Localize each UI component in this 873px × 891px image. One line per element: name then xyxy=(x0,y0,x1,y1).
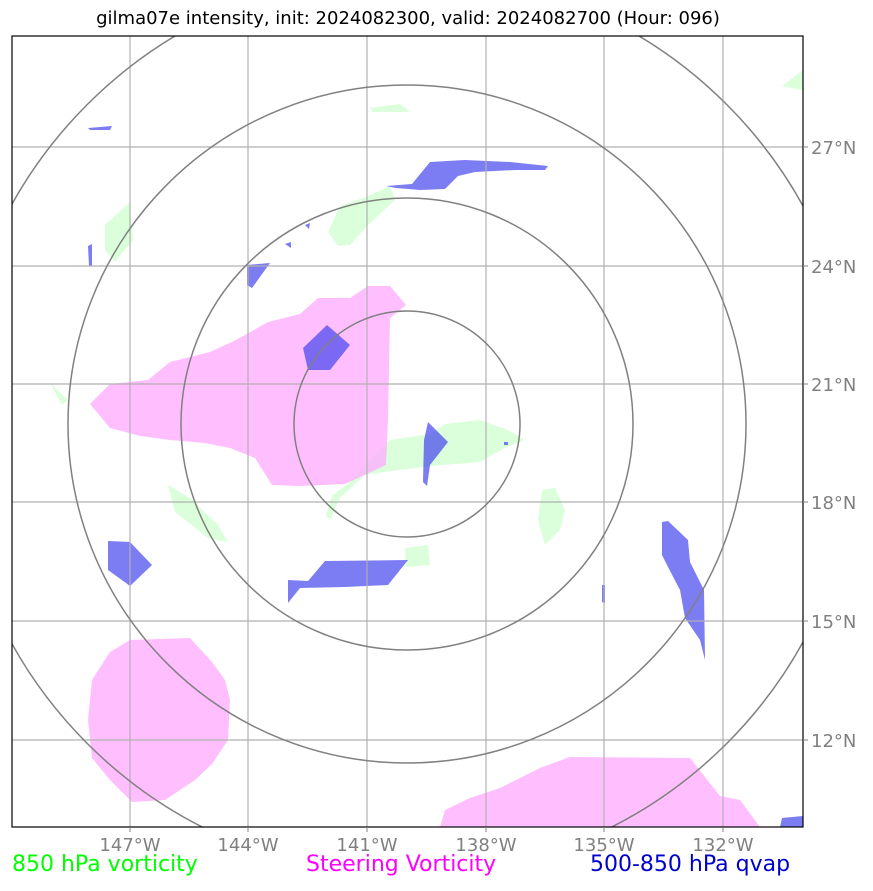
map-plot-area xyxy=(12,36,803,827)
lon-label: 135°W xyxy=(573,835,634,856)
qvap-region xyxy=(662,521,705,660)
vorticity-850-region xyxy=(370,104,410,112)
lon-label: 144°W xyxy=(217,835,278,856)
range-ring-1 xyxy=(293,310,521,538)
vorticity-850-region xyxy=(168,485,228,542)
lon-label: 147°W xyxy=(99,835,160,856)
qvap-region xyxy=(288,560,408,603)
legend-qvap: 500-850 hPa qvap xyxy=(590,852,791,877)
lon-labels: 147°W 144°W 141°W 138°W 135°W 132°W xyxy=(99,835,753,856)
vorticity-850-region xyxy=(328,186,395,246)
qvap-region xyxy=(780,816,803,827)
lon-label: 141°W xyxy=(336,835,397,856)
vorticity-850-layer xyxy=(50,70,803,567)
steering-vorticity-region xyxy=(440,757,760,827)
lon-label: 132°W xyxy=(692,835,753,856)
legend-steering-vorticity: Steering Vorticity xyxy=(306,852,497,877)
lat-label: 12°N xyxy=(811,731,856,752)
legend-850-vorticity: 850 hPa vorticity xyxy=(12,852,198,877)
lat-labels: 27°N 24°N 21°N 18°N 15°N 12°N xyxy=(811,138,856,752)
qvap-region xyxy=(285,242,291,248)
qvap-region xyxy=(504,442,508,445)
graticule xyxy=(12,36,803,827)
qvap-region xyxy=(88,126,112,130)
steering-vorticity-region xyxy=(88,638,230,802)
range-ring-3 xyxy=(67,84,747,764)
range-ring-2 xyxy=(180,197,634,651)
qvap-region xyxy=(247,263,270,288)
tick-marks xyxy=(129,146,808,832)
lat-label: 21°N xyxy=(811,375,856,396)
qvap-region xyxy=(386,160,548,190)
map-frame xyxy=(11,35,804,828)
lon-label: 138°W xyxy=(455,835,516,856)
lat-label: 24°N xyxy=(811,257,856,278)
lat-label: 15°N xyxy=(811,612,856,633)
vorticity-850-region xyxy=(405,545,430,567)
lat-label: 27°N xyxy=(811,138,856,159)
vorticity-850-region xyxy=(50,383,68,405)
qvap-region xyxy=(423,422,448,486)
qvap-region xyxy=(88,244,92,266)
vorticity-850-region xyxy=(782,70,803,90)
range-rings xyxy=(12,36,803,827)
qvap-region xyxy=(305,223,310,229)
map-title: gilma07e intensity, init: 2024082300, va… xyxy=(96,8,720,29)
vorticity-850-region xyxy=(538,488,565,545)
vorticity-850-region xyxy=(326,420,525,520)
vorticity-850-region xyxy=(105,202,133,262)
lat-label: 18°N xyxy=(811,493,856,514)
